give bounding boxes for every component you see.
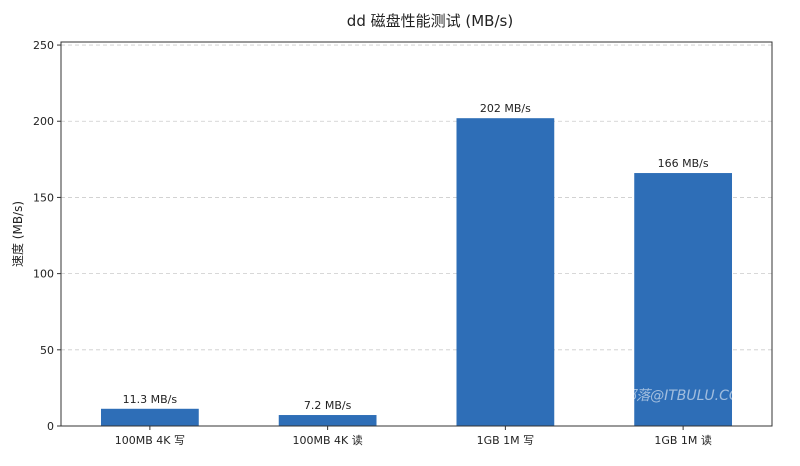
y-tick-label: 0	[47, 420, 54, 433]
chart-title: dd 磁盘性能测试 (MB/s)	[347, 12, 513, 30]
x-tick-label: 1GB 1M 读	[654, 433, 712, 447]
plot-frame	[60, 41, 773, 427]
y-tick-label: 100	[33, 268, 54, 281]
x-tick-label: 100MB 4K 写	[115, 434, 185, 447]
data-label: 166 MB/s	[658, 157, 709, 170]
bars-layer	[100, 118, 733, 426]
y-axis-label: 速度 (MB/s)	[10, 201, 25, 267]
data-labels-layer: 11.3 MB/s 7.2 MB/s 202 MB/s 166 MB/s	[123, 102, 709, 412]
data-label: 202 MB/s	[480, 102, 531, 115]
data-label: 11.3 MB/s	[123, 393, 178, 406]
x-ticks-layer: 100MB 4K 写 100MB 4K 读 1GB 1M 写 1GB 1M 读	[115, 426, 712, 447]
y-tick-label: 150	[33, 191, 54, 204]
x-tick-label: 100MB 4K 读	[293, 433, 363, 447]
x-tick-label: 1GB 1M 写	[477, 434, 535, 447]
watermark: 老蒋部落@ITBULU.COM	[594, 388, 752, 404]
y-tick-label: 200	[33, 115, 54, 128]
bar	[100, 408, 199, 426]
y-tick-label: 250	[33, 39, 54, 52]
y-tick-label: 50	[40, 344, 54, 357]
data-label: 7.2 MB/s	[304, 399, 352, 412]
bar	[634, 173, 733, 426]
bar	[456, 118, 555, 426]
y-ticks-layer: 0 50 100 150 200 250	[33, 39, 61, 433]
bar	[278, 415, 377, 426]
